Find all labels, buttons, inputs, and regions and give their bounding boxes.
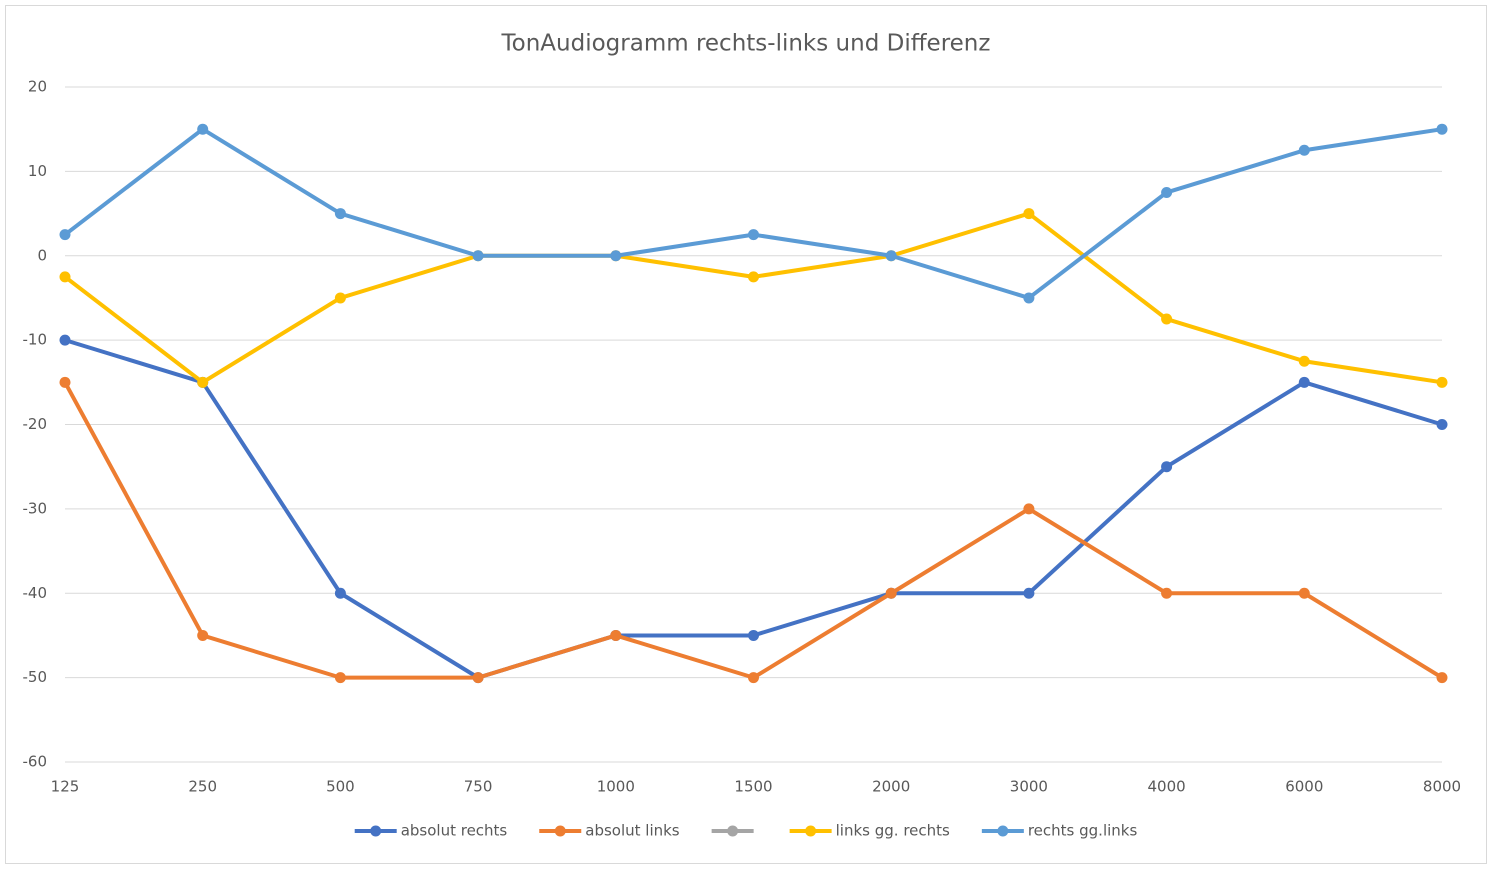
legend-marker (805, 825, 817, 837)
data-point (59, 334, 71, 346)
x-tick-label: 2000 (872, 778, 910, 796)
y-tick-label: -60 (23, 753, 48, 771)
x-tick-label: 500 (326, 778, 355, 796)
x-tick-label: 125 (51, 778, 80, 796)
data-point (748, 271, 759, 283)
data-point (197, 376, 209, 388)
y-tick-label: 10 (28, 162, 47, 180)
data-point (1298, 144, 1310, 156)
legend-label: links gg. rechts (836, 822, 950, 840)
data-point (1298, 376, 1310, 388)
data-point (748, 229, 759, 241)
y-tick-label: -10 (23, 331, 48, 349)
data-point (59, 376, 71, 388)
x-tick-label: 8000 (1423, 778, 1461, 796)
data-point (610, 629, 622, 641)
x-tick-label: 6000 (1285, 778, 1323, 796)
y-tick-label: 0 (37, 246, 47, 264)
chart-border (5, 5, 1487, 864)
data-point (334, 208, 346, 220)
data-point (1436, 376, 1448, 388)
data-point (1436, 419, 1448, 430)
data-point (1161, 313, 1173, 325)
data-point (472, 250, 484, 262)
x-tick-label: 3000 (1010, 778, 1048, 796)
data-point (59, 229, 71, 241)
legend-label: absolut links (585, 822, 680, 840)
y-tick-label: 20 (28, 78, 47, 96)
data-point (1436, 123, 1448, 135)
x-tick-label: 1000 (597, 778, 635, 796)
data-point (748, 629, 759, 641)
legend-label: rechts gg.links (1028, 822, 1138, 840)
data-point (1023, 587, 1035, 599)
y-tick-label: -40 (23, 584, 48, 602)
data-point (197, 629, 209, 641)
y-tick-label: -20 (23, 415, 48, 433)
data-point (1023, 503, 1035, 515)
y-tick-label: -50 (23, 668, 48, 686)
data-point (334, 672, 346, 684)
x-tick-label: 1500 (734, 778, 772, 796)
data-point (1298, 355, 1310, 367)
legend-label: absolut rechts (401, 822, 508, 840)
data-point (1436, 672, 1448, 684)
data-point (1161, 461, 1173, 473)
data-point (59, 271, 71, 283)
data-point (1023, 208, 1035, 220)
data-point (885, 587, 897, 599)
data-point (885, 250, 897, 262)
data-point (334, 587, 346, 599)
y-tick-label: -30 (23, 499, 48, 517)
data-point (610, 250, 622, 262)
x-tick-label: 750 (464, 778, 493, 796)
legend-marker (997, 825, 1009, 837)
legend: absolut rechts absolut links links gg. rec… (354, 822, 1138, 840)
data-point (1298, 587, 1310, 599)
legend-marker (370, 825, 382, 837)
data-point (334, 292, 346, 304)
data-point (1161, 587, 1173, 599)
data-point (748, 672, 759, 684)
data-point (197, 123, 209, 135)
chart-title: TonAudiogramm rechts-links und Differenz (501, 31, 991, 57)
legend-marker (554, 825, 566, 837)
data-point (1161, 186, 1173, 198)
x-tick-label: 4000 (1148, 778, 1186, 796)
data-point (472, 672, 484, 684)
x-tick-label: 250 (188, 778, 217, 796)
data-point (1023, 292, 1035, 304)
legend-marker (727, 825, 739, 837)
